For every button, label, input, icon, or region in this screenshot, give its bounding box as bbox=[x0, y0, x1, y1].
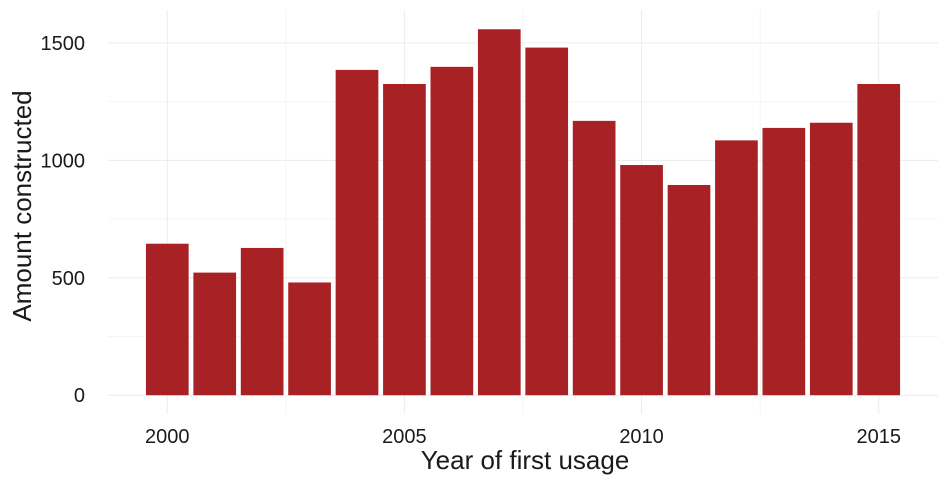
bar-2001 bbox=[193, 272, 237, 396]
y-tick-label: 500 bbox=[52, 268, 85, 290]
bar-2014 bbox=[809, 122, 853, 396]
bar-2015 bbox=[857, 83, 901, 396]
y-axis-ticks: 0 500 1000 1500 bbox=[41, 33, 86, 407]
bar-2003 bbox=[288, 282, 331, 396]
bar-2002 bbox=[240, 247, 284, 396]
bar-2009 bbox=[572, 120, 616, 396]
y-tick-label: 1500 bbox=[41, 33, 86, 55]
bars bbox=[145, 29, 901, 396]
x-axis-title: Year of first usage bbox=[421, 445, 630, 475]
bar-2006 bbox=[430, 66, 474, 396]
x-tick-label: 2000 bbox=[145, 426, 190, 448]
bar-2012 bbox=[715, 140, 758, 396]
x-tick-label: 2005 bbox=[382, 426, 427, 448]
bar-2000 bbox=[145, 243, 189, 396]
bar-2004 bbox=[335, 69, 379, 396]
x-axis-ticks: 2000 2005 2010 2015 bbox=[145, 426, 901, 448]
x-tick-label: 2010 bbox=[619, 426, 664, 448]
bar-2011 bbox=[667, 184, 711, 396]
y-axis-title: Amount constructed bbox=[7, 90, 37, 321]
y-tick-label: 1000 bbox=[41, 150, 86, 172]
bar-2010 bbox=[620, 165, 663, 396]
bar-2007 bbox=[477, 29, 521, 396]
y-tick-label: 0 bbox=[74, 385, 85, 407]
bar-2005 bbox=[383, 83, 426, 396]
bar-2008 bbox=[525, 47, 569, 396]
bar-2013 bbox=[762, 127, 806, 396]
x-tick-label: 2015 bbox=[856, 426, 901, 448]
